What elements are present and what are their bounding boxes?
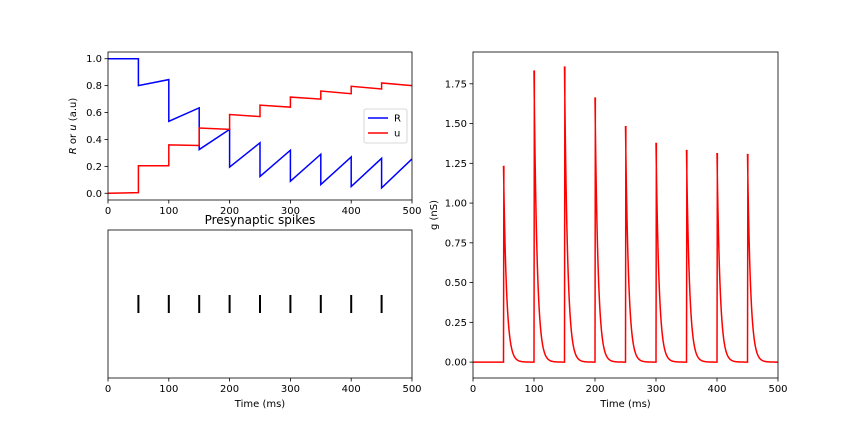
x-tick-label: 200 <box>585 384 604 395</box>
x-tick-label: 400 <box>342 384 361 395</box>
axes-frame <box>472 51 779 379</box>
x-tick-label: 400 <box>342 206 361 217</box>
axes-frame <box>107 229 413 379</box>
chart-title: Presynaptic spikes <box>205 213 316 227</box>
x-tick-label: 500 <box>768 384 787 395</box>
x-tick-label: 200 <box>220 384 239 395</box>
y-axis-label: R or u (a.u) <box>68 98 79 155</box>
y-tick-label: 1.50 <box>445 119 467 130</box>
legend: Ru <box>363 108 408 144</box>
y-tick-label: 0.50 <box>445 278 467 289</box>
x-tick-label: 500 <box>402 384 421 395</box>
y-axis-label: g (nS) <box>429 200 440 230</box>
y-tick-label: 1.0 <box>86 54 102 65</box>
series-line-u <box>108 82 412 195</box>
y-tick-label: 1.75 <box>445 79 467 90</box>
ru-axes: 0 100 200 300 400 500 0.0 0.2 0.4 0.6 0.8 1.0 R or u… <box>68 51 422 217</box>
y-tick-label: 0.25 <box>445 318 467 329</box>
y-tick-label: 0.00 <box>445 358 467 369</box>
x-tick-label: 100 <box>159 206 178 217</box>
x-tick-label: 100 <box>524 384 543 395</box>
y-tick-label: 1.25 <box>445 159 467 170</box>
x-tick-label: 300 <box>281 206 300 217</box>
y-tick-label: 1.00 <box>445 199 467 210</box>
y-axis-label-part: (a.u) <box>68 98 79 125</box>
x-tick-label: 100 <box>159 384 178 395</box>
series-line-R <box>108 57 412 190</box>
x-tick-label: 300 <box>281 384 300 395</box>
legend-label-R: R <box>394 114 401 125</box>
conductance-line <box>473 66 778 363</box>
conductance-axes: 0 100 200 300 400 500 0.00 0.25 0.50 0.75 1.00 1.25… <box>429 51 788 410</box>
x-tick-label: 400 <box>707 384 726 395</box>
y-tick-label: 0.0 <box>86 189 102 200</box>
spikes-axes: 0 100 200 300 400 500 Presynaptic spikes Time (… <box>105 213 422 410</box>
x-tick-label: 200 <box>220 206 239 217</box>
y-axis-label-part: u <box>68 124 79 130</box>
x-tick-label: 0 <box>105 206 111 217</box>
y-tick-label: 0.75 <box>445 238 467 249</box>
x-tick-label: 300 <box>646 384 665 395</box>
legend-label-u: u <box>394 129 400 140</box>
x-tick-label: 500 <box>402 206 421 217</box>
y-axis-label-part: or <box>68 131 79 148</box>
y-axis-label-part: R <box>68 147 79 154</box>
x-tick-label: 0 <box>470 384 476 395</box>
x-axis-label: Time (ms) <box>599 399 651 410</box>
axes-frame <box>107 51 413 201</box>
y-tick-label: 0.2 <box>86 162 102 173</box>
y-tick-label: 0.4 <box>86 135 102 146</box>
y-tick-label: 0.6 <box>86 108 102 119</box>
x-axis-label: Time (ms) <box>234 399 286 410</box>
y-tick-label: 0.8 <box>86 81 102 92</box>
x-tick-label: 0 <box>105 384 111 395</box>
